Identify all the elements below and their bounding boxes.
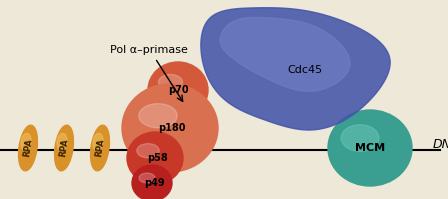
Ellipse shape [328, 110, 412, 186]
Text: RPA: RPA [58, 138, 70, 158]
Text: p180: p180 [158, 123, 186, 133]
Ellipse shape [21, 133, 31, 151]
Text: DNA: DNA [433, 139, 448, 151]
Polygon shape [201, 8, 390, 130]
Ellipse shape [55, 125, 73, 171]
Ellipse shape [127, 132, 183, 184]
Ellipse shape [137, 143, 159, 158]
Ellipse shape [90, 125, 109, 171]
Text: RPA: RPA [22, 138, 34, 158]
Ellipse shape [341, 125, 379, 151]
Text: MCM: MCM [355, 143, 385, 153]
Ellipse shape [139, 104, 177, 128]
Ellipse shape [159, 74, 182, 90]
Ellipse shape [93, 133, 103, 151]
Ellipse shape [122, 84, 218, 172]
Text: p49: p49 [144, 178, 164, 188]
Ellipse shape [57, 133, 67, 151]
Ellipse shape [132, 165, 172, 199]
Text: Pol α–primase: Pol α–primase [110, 45, 188, 55]
Text: Cdc45: Cdc45 [288, 65, 323, 75]
Text: RPA: RPA [94, 138, 106, 158]
Ellipse shape [148, 62, 208, 118]
Ellipse shape [139, 173, 155, 183]
Ellipse shape [18, 125, 38, 171]
Polygon shape [220, 17, 350, 91]
Text: p70: p70 [168, 85, 188, 95]
Text: p58: p58 [148, 153, 168, 163]
